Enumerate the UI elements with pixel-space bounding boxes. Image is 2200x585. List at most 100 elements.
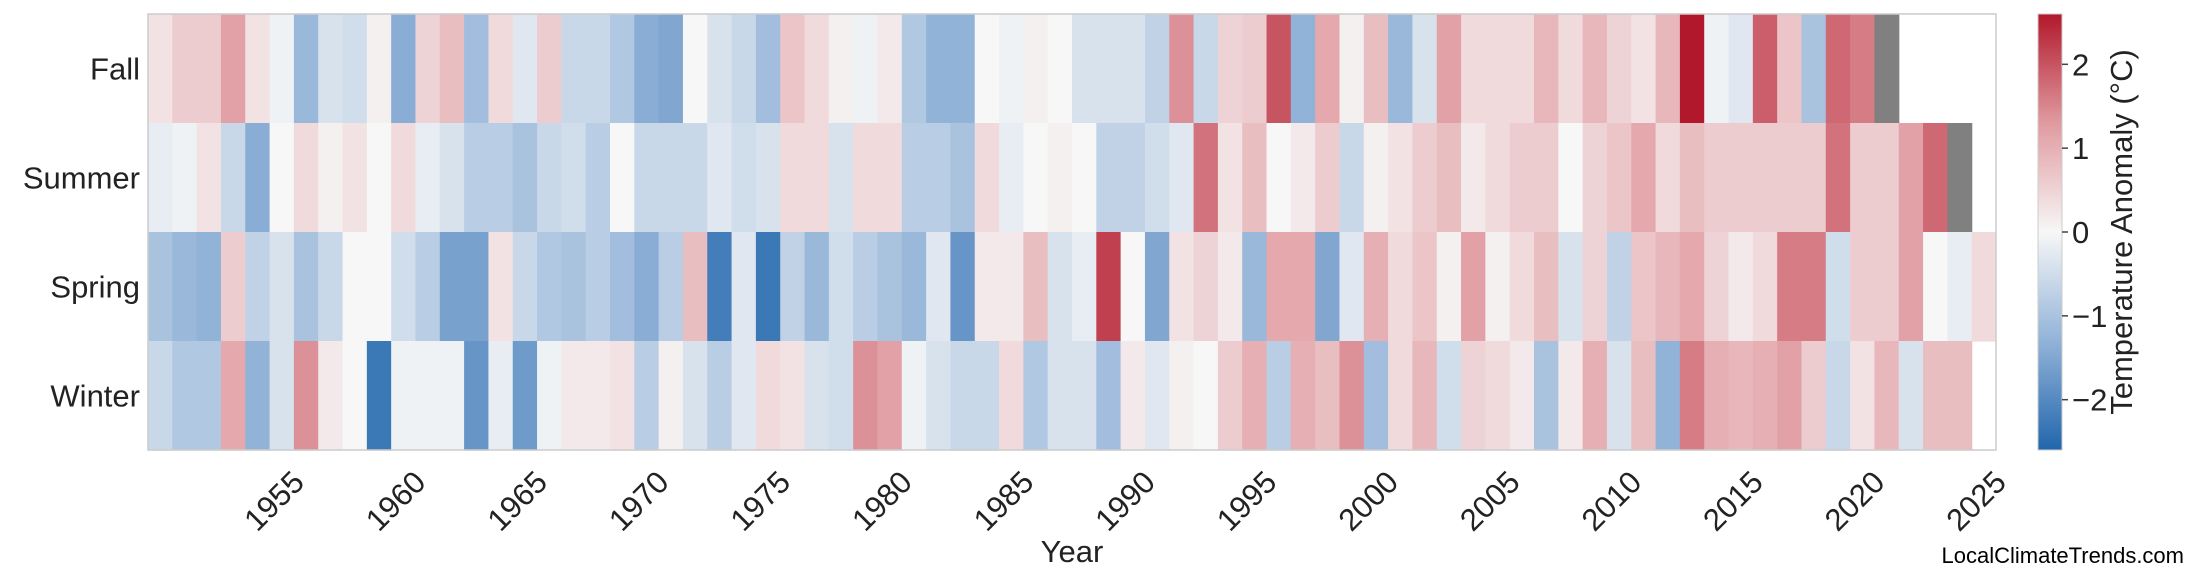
heatmap-cell [1023,341,1049,451]
heatmap-cell [1339,14,1365,124]
heatmap-cell [1534,232,1559,342]
heatmap-cell [172,341,198,451]
source-credit: LocalClimateTrends.com [1941,543,2185,568]
heatmap-cell [1509,232,1535,342]
season-label: Summer [23,161,140,196]
heatmap-cell [172,14,198,124]
heatmap-cell [585,341,611,451]
heatmap-cell [1655,341,1681,451]
heatmap-cell [1631,232,1657,342]
heatmap-cell [1290,123,1316,233]
heatmap-cell [537,14,562,124]
heatmap-cell [464,232,490,342]
x-tick-label: 2020 [1818,464,1892,538]
heatmap-cell [1193,123,1219,233]
heatmap-cell [1631,123,1657,233]
heatmap-cell [342,341,368,451]
heatmap-cell [172,123,198,233]
heatmap-cell [682,232,708,342]
heatmap-cell [415,341,441,451]
heatmap-cell [1339,341,1365,451]
heatmap-cell [1315,14,1341,124]
heatmap-cell [828,123,854,233]
heatmap-cell [1339,123,1365,233]
heatmap-cell [245,123,271,233]
heatmap-cell [974,123,1000,233]
heatmap-cell [342,14,368,124]
season-label: Winter [50,379,140,414]
colorbar-tick-label: 0 [2072,215,2089,250]
heatmap-cell [804,232,830,342]
x-tick-label: 1985 [967,464,1041,538]
heatmap-cell [172,232,198,342]
heatmap-cell [1655,232,1681,342]
heatmap-cell [1898,123,1924,233]
heatmap-cell [245,14,271,124]
heatmap-cell [926,14,952,124]
heatmap-cell [901,232,927,342]
heatmap-cell [1534,123,1559,233]
heatmap-cell [755,341,781,451]
colorbar-tick-label: −1 [2072,299,2107,334]
heatmap-cell [1558,232,1584,342]
heatmap-cell [1485,14,1511,124]
heatmap-cell [561,341,587,451]
x-tick-label: 1995 [1210,464,1284,538]
heatmap-cell [1120,14,1146,124]
heatmap-cell [1850,232,1876,342]
heatmap-cell [610,123,635,233]
heatmap-cell [1096,341,1122,451]
heatmap-cell [974,232,1000,342]
heatmap-cell [1169,123,1195,233]
heatmap-cell [1801,341,1827,451]
heatmap-cell [610,14,635,124]
heatmap-cell [780,123,806,233]
heatmap-cell [853,123,879,233]
heatmap-cell [1436,341,1462,451]
heatmap-cell [1388,232,1414,342]
x-tick-label: 1960 [359,464,433,538]
heatmap-cell [1047,14,1073,124]
heatmap-cell [512,341,538,451]
heatmap-cell [439,232,465,342]
heatmap-cell [1315,123,1341,233]
heatmap-cell [901,14,927,124]
heatmap-cell [1558,14,1584,124]
heatmap-cell [755,14,781,124]
plot-frame [147,13,1997,451]
heatmap-cell [682,14,708,124]
heatmap-cell [901,341,927,451]
heatmap-cell [1558,123,1584,233]
heatmap-cell [658,341,684,451]
heatmap-cell [1023,232,1049,342]
heatmap-cell [318,123,344,233]
heatmap-cell [1169,14,1195,124]
heatmap-cell [1923,341,1948,451]
heatmap-cell [999,341,1024,451]
heatmap-cell [1947,232,1973,342]
heatmap-cell [1144,123,1170,233]
heatmap-cell [464,341,490,451]
heatmap-cell [1144,14,1170,124]
heatmap-cell [1217,232,1243,342]
heatmap-cell [391,14,417,124]
heatmap-cell [974,341,1000,451]
heatmap-cell [1217,14,1243,124]
heatmap-cell [1193,341,1219,451]
heatmap-cell [1266,14,1292,124]
heatmap-cell [1461,232,1486,342]
heatmap-cell [1874,232,1900,342]
heatmap-cell [1072,14,1097,124]
heatmap-cell [828,341,854,451]
heatmap-cell [682,123,708,233]
heatmap-cell [1193,14,1219,124]
heatmap-cell [464,14,490,124]
heatmap-cell [1072,123,1097,233]
heatmap-cell [220,14,246,124]
heatmap-cell [1120,123,1146,233]
x-tick-label: 1965 [481,464,555,538]
x-tick-label: 2015 [1696,464,1770,538]
heatmap-cell [804,341,830,451]
heatmap-cell [1388,123,1414,233]
